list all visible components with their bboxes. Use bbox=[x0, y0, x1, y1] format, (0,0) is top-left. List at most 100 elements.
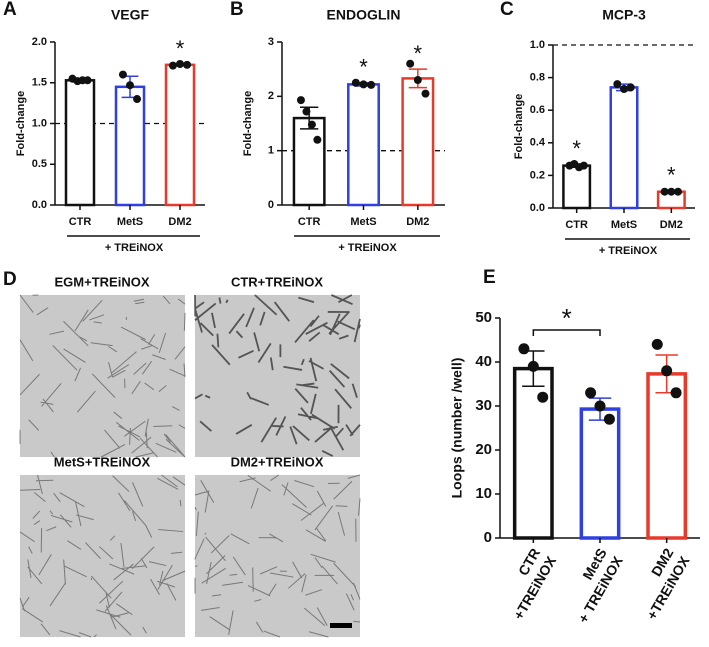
data-point bbox=[296, 96, 305, 105]
data-point bbox=[667, 187, 676, 196]
significance: * bbox=[414, 41, 423, 66]
data-point bbox=[661, 365, 673, 377]
y-tick-label: 1.0 bbox=[32, 117, 47, 129]
data-point bbox=[518, 343, 530, 355]
y-tick-label: 20 bbox=[475, 441, 492, 458]
comparison-label: * bbox=[562, 303, 572, 333]
y-tick-label: 2.0 bbox=[32, 36, 47, 48]
chart-title: VEGF bbox=[111, 7, 150, 23]
y-tick-label: 0.5 bbox=[32, 158, 47, 170]
y-tick-label: 0.0 bbox=[32, 199, 47, 211]
micrograph bbox=[20, 475, 185, 637]
panel-letter: C bbox=[500, 0, 514, 20]
data-point bbox=[313, 135, 322, 144]
x-tick-label: CTR bbox=[298, 216, 321, 228]
cell-network bbox=[19, 294, 186, 458]
image-label: CTR+TREiNOX bbox=[231, 274, 323, 289]
x-tick-label: CTR bbox=[565, 219, 588, 231]
cell-network bbox=[19, 474, 186, 638]
y-tick-label: 0.4 bbox=[530, 137, 546, 149]
comparison-bracket bbox=[532, 329, 601, 336]
y-axis-label: Fold-change bbox=[242, 91, 254, 156]
y-tick-label: 0 bbox=[268, 199, 274, 211]
data-point bbox=[133, 95, 142, 104]
y-tick-label: 50 bbox=[475, 309, 492, 326]
data-point bbox=[406, 59, 415, 68]
data-point bbox=[579, 161, 588, 170]
data-point bbox=[603, 413, 615, 425]
bar bbox=[347, 83, 380, 207]
data-point bbox=[613, 80, 622, 89]
y-tick-label: 3 bbox=[268, 36, 274, 48]
y-axis-label: Fold-change bbox=[513, 94, 525, 159]
bar bbox=[64, 79, 96, 207]
micrograph bbox=[195, 475, 360, 637]
bar bbox=[609, 86, 639, 210]
significance: * bbox=[176, 36, 185, 61]
data-point bbox=[168, 61, 177, 70]
micrograph bbox=[20, 295, 185, 457]
image-label: DM2+TREiNOX bbox=[231, 454, 324, 469]
x-tick-label: CTR bbox=[69, 216, 92, 228]
data-point bbox=[670, 387, 682, 399]
y-tick-label: 0.2 bbox=[530, 169, 545, 181]
data-point bbox=[126, 81, 134, 90]
group-label: + TREiNOX bbox=[338, 242, 397, 254]
data-point bbox=[651, 338, 663, 350]
bar bbox=[114, 85, 146, 207]
x-tick-label: DM2 bbox=[168, 216, 191, 228]
y-tick-label: 10 bbox=[475, 485, 492, 502]
data-point bbox=[527, 360, 539, 372]
panel-letter: D bbox=[3, 269, 17, 290]
cell-network bbox=[194, 294, 361, 457]
data-point bbox=[367, 80, 376, 89]
bar bbox=[562, 164, 592, 210]
y-tick-label: 0.0 bbox=[530, 202, 545, 214]
data-point bbox=[594, 400, 606, 412]
bar bbox=[646, 372, 688, 540]
group-label: + TREiNOX bbox=[599, 245, 658, 257]
panel-letter: A bbox=[3, 0, 17, 20]
significance: * bbox=[572, 136, 581, 161]
data-point bbox=[118, 70, 127, 79]
data-point bbox=[626, 83, 635, 92]
y-tick-label: 1.0 bbox=[530, 39, 545, 51]
y-tick-label: 0.8 bbox=[530, 72, 545, 84]
data-point bbox=[183, 60, 192, 69]
significance: * bbox=[667, 163, 676, 188]
data-point bbox=[421, 89, 430, 98]
scale-bar bbox=[330, 623, 352, 628]
bar bbox=[164, 63, 196, 207]
x-tick-label: DM2 bbox=[660, 219, 683, 231]
data-point bbox=[351, 78, 360, 87]
group-label: + TREiNOX bbox=[105, 242, 164, 254]
cell-network bbox=[194, 474, 361, 638]
data-point bbox=[537, 391, 549, 403]
y-tick-label: 0.6 bbox=[530, 104, 545, 116]
y-tick-label: 40 bbox=[475, 353, 492, 370]
bar bbox=[579, 407, 621, 540]
data-point bbox=[585, 387, 597, 399]
x-tick-label: MetS bbox=[350, 216, 376, 228]
chart-title: MCP-3 bbox=[602, 7, 646, 23]
data-point bbox=[359, 80, 368, 89]
bar bbox=[401, 77, 435, 207]
chart-title: ENDOGLIN bbox=[327, 7, 401, 23]
data-point bbox=[674, 187, 683, 196]
x-tick-label: MetS bbox=[611, 219, 637, 231]
data-point bbox=[413, 76, 422, 85]
panel-letter: B bbox=[230, 0, 244, 20]
data-point bbox=[660, 187, 669, 196]
image-label: MetS+TREiNOX bbox=[54, 454, 151, 469]
y-axis-label: Fold-change bbox=[15, 91, 27, 156]
data-point bbox=[307, 120, 316, 129]
y-tick-label: 1.5 bbox=[32, 77, 47, 89]
y-tick-label: 2 bbox=[268, 90, 274, 102]
bar bbox=[292, 116, 326, 207]
panel-letter: E bbox=[483, 267, 496, 288]
y-tick-label: 1 bbox=[268, 145, 274, 157]
y-tick-label: 30 bbox=[475, 397, 492, 414]
data-point bbox=[83, 76, 92, 85]
y-tick-label: 0 bbox=[484, 529, 492, 546]
